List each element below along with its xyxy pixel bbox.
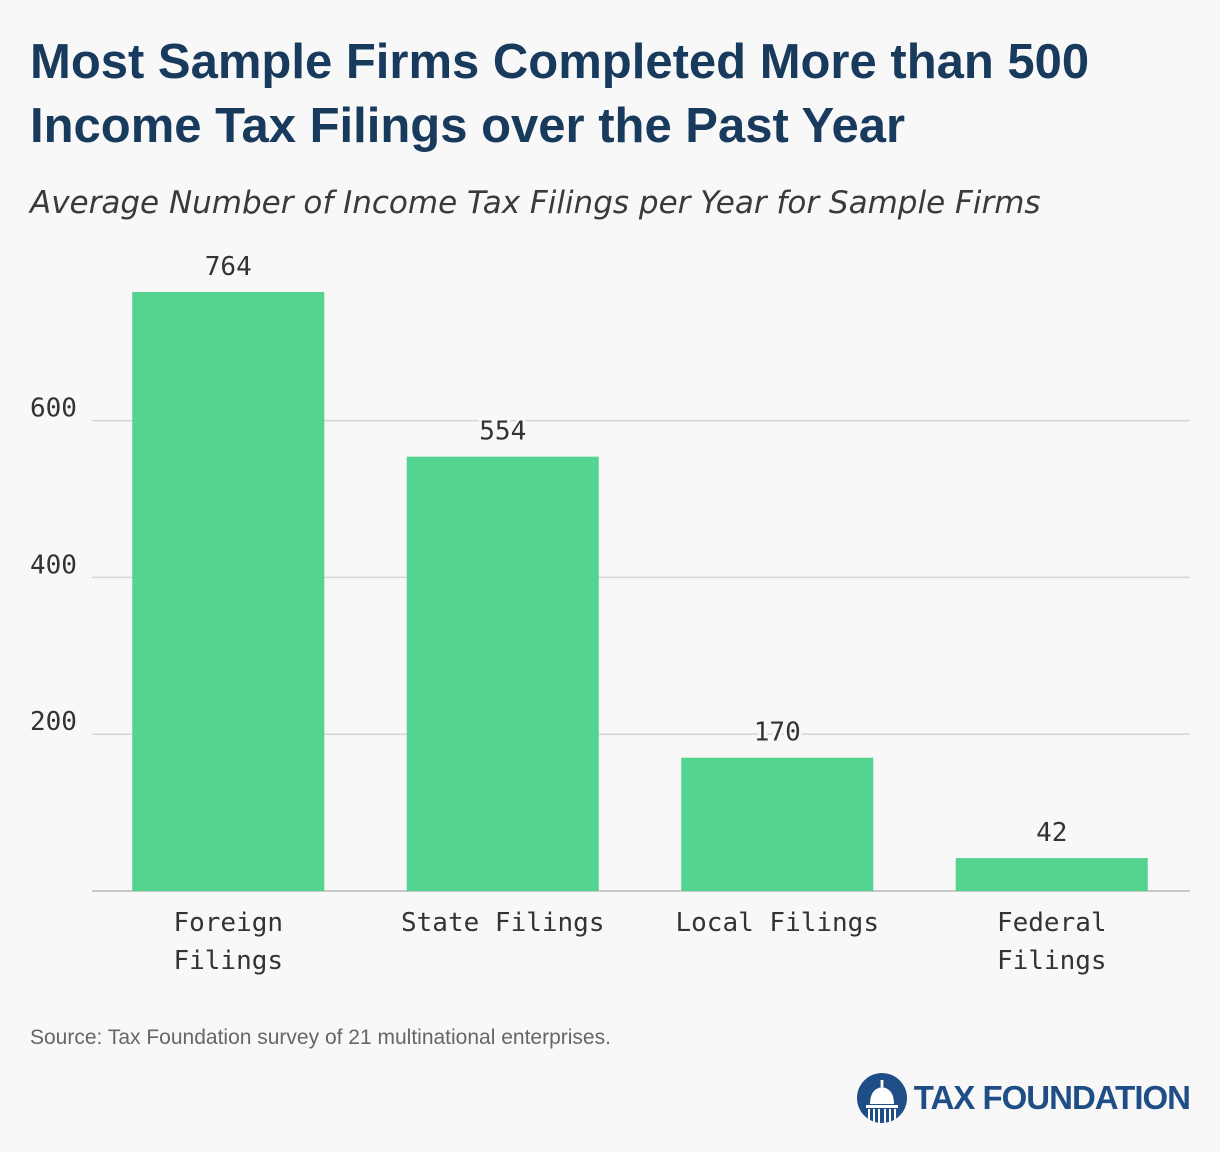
bar-layer (132, 292, 1148, 891)
chart-title: Most Sample Firms Completed More than 50… (30, 35, 1090, 153)
category-label: Federal Filings (997, 908, 1107, 976)
category-label-line: State Filings (401, 908, 605, 938)
category-label: Foreign Filings (173, 908, 283, 976)
data-label: 170 (754, 718, 801, 748)
bar (955, 858, 1148, 891)
category-label-line: Local Filings (676, 908, 880, 938)
y-tick-label: 200 (30, 707, 77, 737)
category-label: State Filings (401, 908, 605, 938)
data-label: 764 (205, 252, 252, 282)
bar (132, 292, 325, 891)
capitol-dome-icon (856, 1073, 907, 1123)
category-label-line: Foreign (173, 908, 283, 938)
y-tick-label: 400 (30, 550, 77, 580)
tax-foundation-logo: TAX FOUNDATION (856, 1072, 1191, 1124)
bar (681, 757, 874, 891)
data-label: 554 (479, 417, 526, 447)
bar-chart: 200 400 600 764 Foreign Filings 554 State Filin… (30, 249, 1190, 976)
category-label-line: Federal (997, 908, 1107, 938)
y-tick-label: 600 (30, 394, 77, 424)
logo-wordmark: TAX FOUNDATION (913, 1079, 1191, 1116)
category-label: Local Filings (676, 908, 880, 938)
data-label: 42 (1036, 818, 1067, 848)
bar (406, 456, 599, 891)
source-note: Source: Tax Foundation survey of 21 mult… (30, 1026, 611, 1049)
label-layer: 200 400 600 764 Foreign Filings 554 State Filin… (30, 249, 1107, 976)
category-label-line: Filings (997, 946, 1107, 976)
category-label-line: Filings (173, 946, 283, 976)
chart-subtitle: Average Number of Income Tax Filings per… (30, 185, 1041, 221)
